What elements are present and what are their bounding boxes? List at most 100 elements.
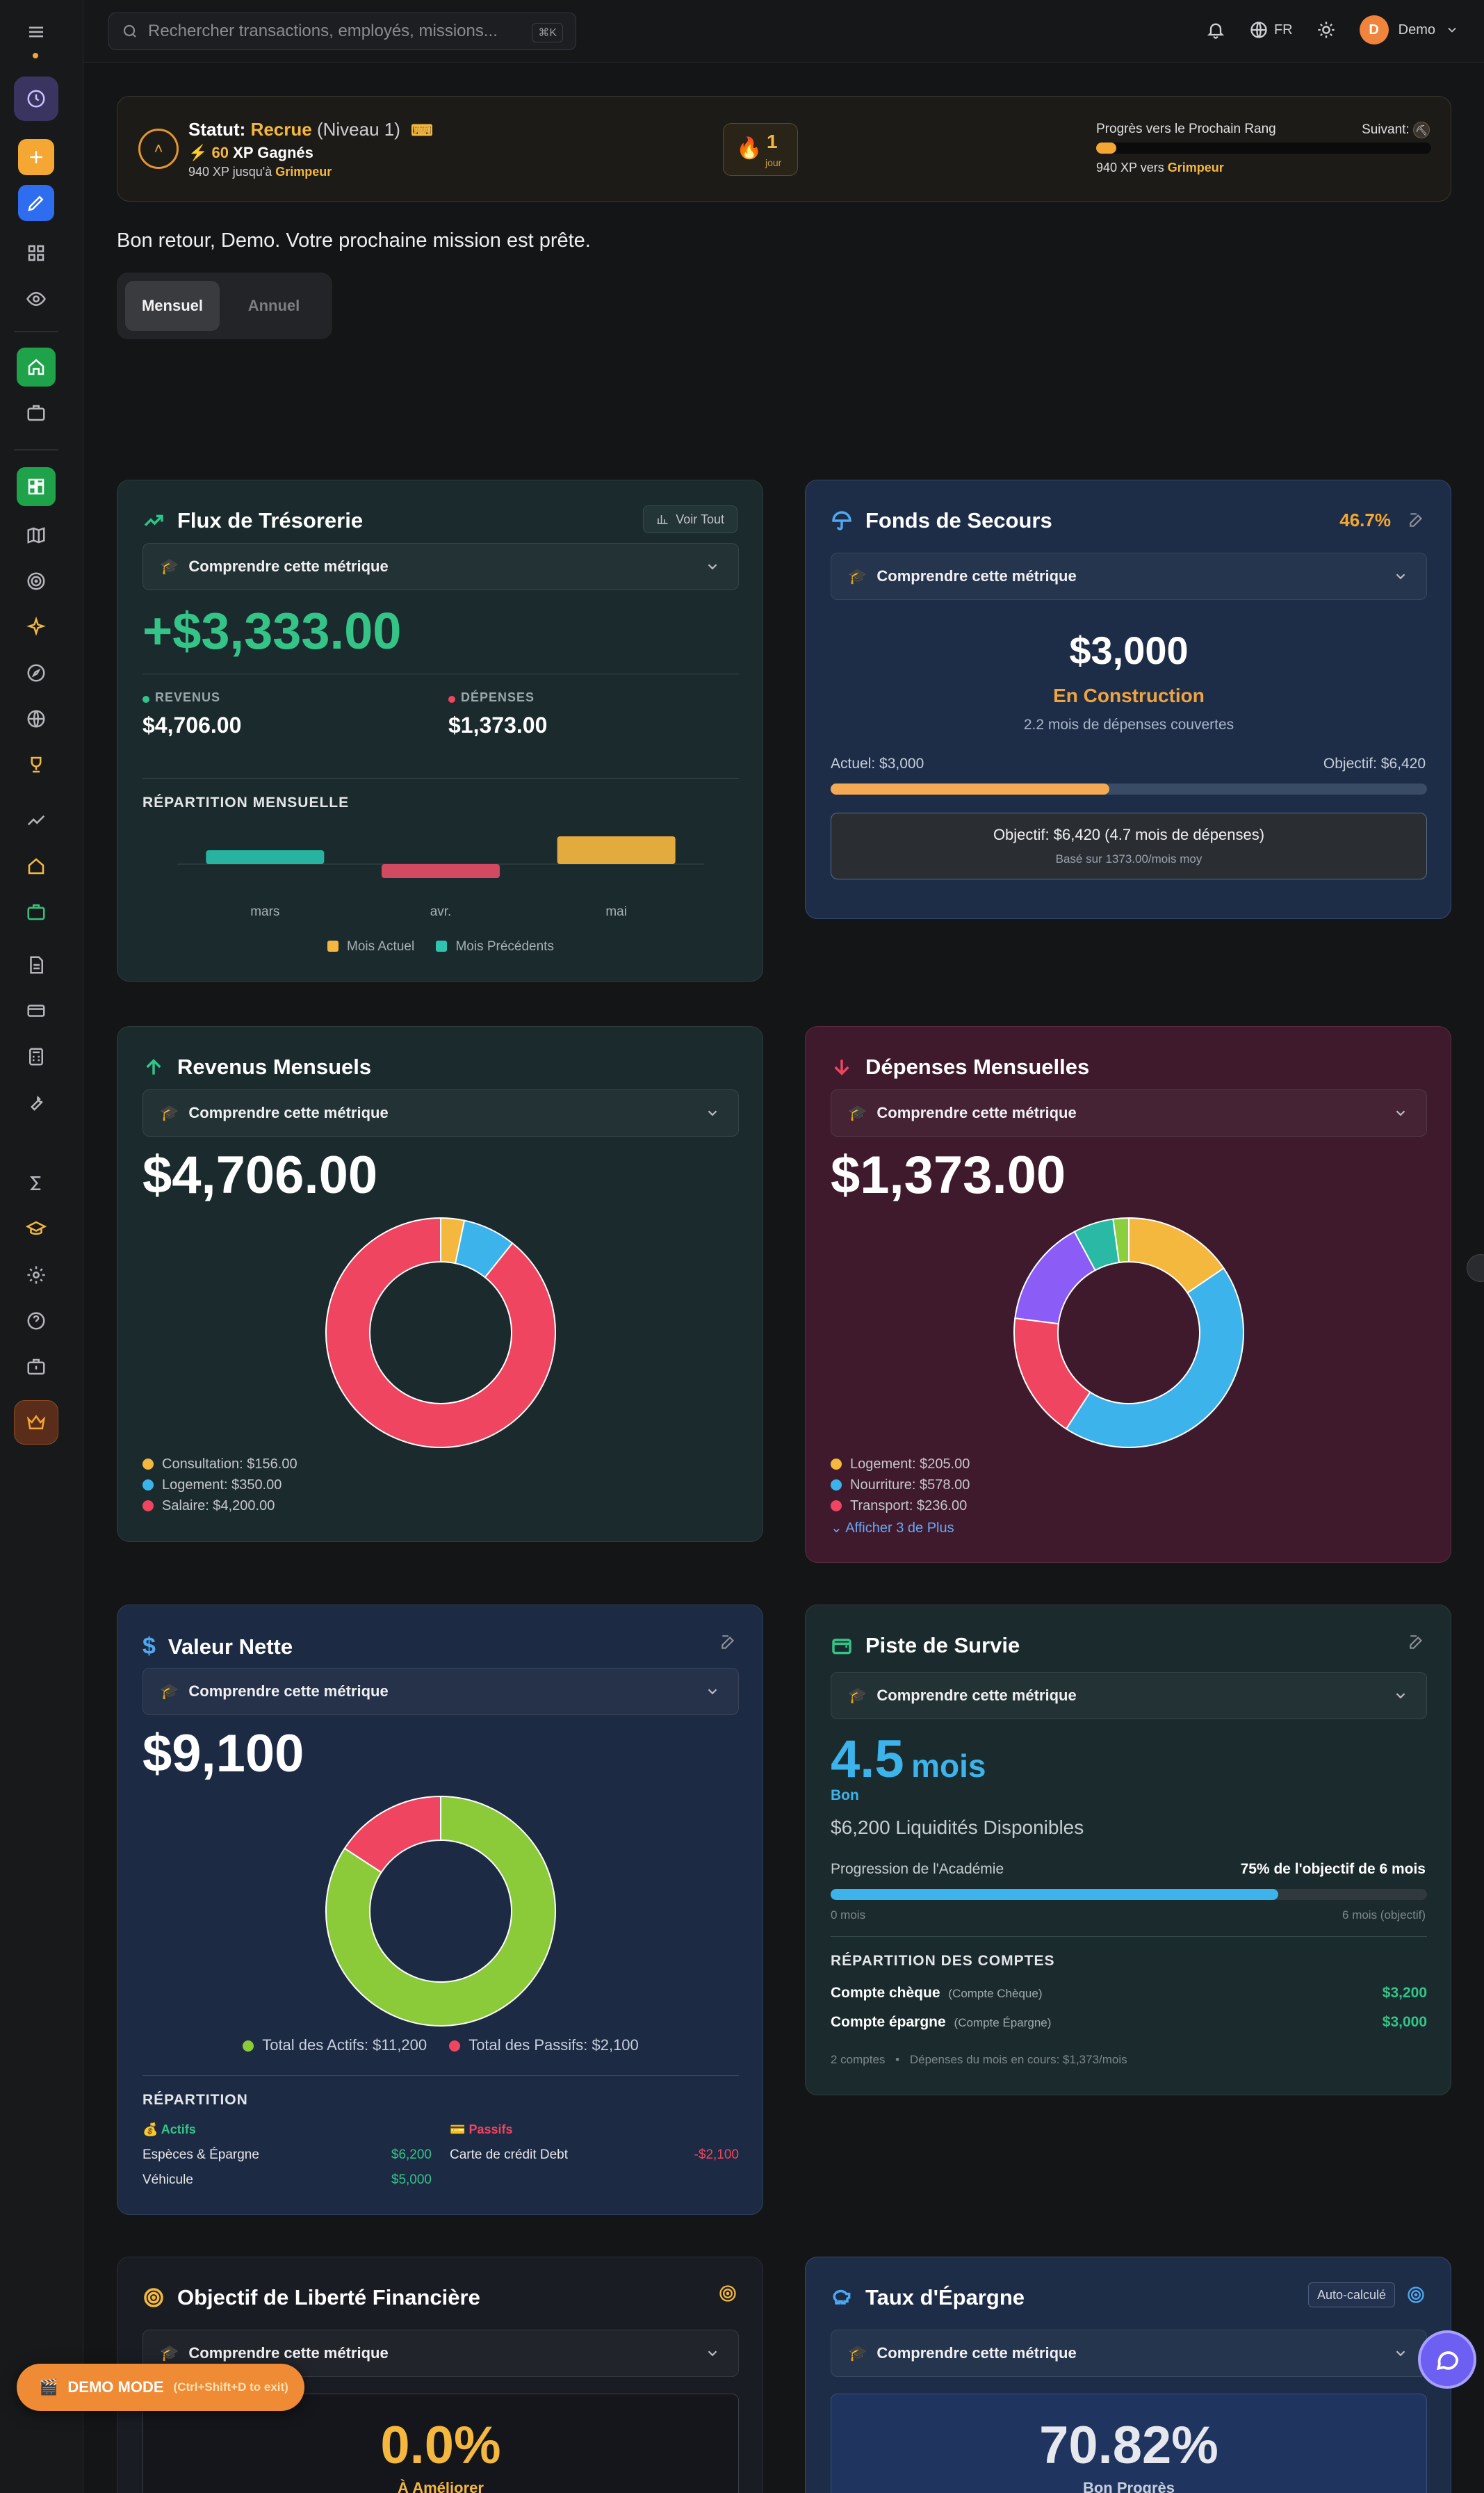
help-icon[interactable] — [14, 1299, 58, 1343]
target-icon[interactable] — [1406, 2285, 1426, 2305]
sun-icon[interactable] — [1316, 20, 1336, 40]
expenses-donut-chart — [1013, 1217, 1244, 1449]
chevron-down-icon — [1448, 27, 1456, 33]
expenses-title: Dépenses Mensuelles — [865, 1055, 1090, 1079]
briefcase-icon[interactable] — [14, 391, 58, 435]
account-row: Compte épargne (Compte Épargne) $3,000 — [831, 2014, 1427, 2030]
metric-explainer[interactable]: 🎓 Comprendre cette métrique — [142, 543, 739, 590]
metric-explainer-label: Comprendre cette métrique — [188, 1104, 389, 1121]
legend-current: Mois Actuel — [347, 939, 415, 954]
eye-icon[interactable] — [14, 277, 58, 321]
target-icon[interactable] — [718, 2284, 737, 2303]
edit-icon[interactable] — [1408, 511, 1426, 529]
chat-button[interactable] — [1418, 2330, 1476, 2389]
chat-icon — [1436, 2351, 1459, 2371]
bar-0[interactable] — [206, 850, 325, 864]
networth-slice-0[interactable] — [325, 1795, 556, 2027]
dashboard-icon[interactable] — [17, 467, 56, 506]
umbrella-icon — [832, 511, 851, 530]
edit-icon[interactable] — [1408, 1633, 1426, 1651]
calculator-icon[interactable] — [14, 1034, 58, 1079]
chevron-down-icon — [1396, 2350, 1405, 2357]
metric-explainer[interactable]: 🎓 Comprendre cette métrique — [142, 1089, 739, 1137]
menu-icon[interactable] — [14, 10, 58, 54]
runway-value: 4.5 — [831, 1730, 904, 1789]
user-name: Demo — [1398, 22, 1435, 38]
demo-mode-banner[interactable]: 🎬 DEMO MODE (Ctrl+Shift+D to exit) — [17, 2364, 304, 2411]
metric-explainer-label: Comprendre cette métrique — [188, 1682, 389, 1700]
monthly-breakdown-chart: mars avr. mai — [177, 836, 704, 919]
metric-explainer[interactable]: 🎓 Comprendre cette métrique — [831, 553, 1427, 600]
savings-box: 70.82% Bon Progrès — [831, 2394, 1427, 2493]
grid-icon[interactable] — [14, 231, 58, 275]
search-placeholder: Rechercher transactions, employés, missi… — [148, 22, 498, 40]
metric-explainer-label: Comprendre cette métrique — [876, 1687, 1077, 1704]
academy-target: 75% de l'objectif de 6 mois — [1240, 1861, 1426, 1877]
house-icon[interactable] — [14, 844, 58, 888]
toggle-monthly[interactable]: Mensuel — [125, 281, 220, 331]
bell-icon[interactable] — [1206, 20, 1225, 40]
status-rank: Recrue — [250, 119, 312, 140]
progress-title: Progrès vers le Prochain Rang — [1096, 122, 1276, 136]
divider — [142, 778, 739, 779]
target-icon[interactable] — [14, 559, 58, 603]
toggle-annual[interactable]: Annuel — [247, 297, 300, 314]
trend-icon[interactable] — [14, 798, 58, 843]
top-bar: Rechercher transactions, employés, missi… — [83, 0, 1484, 63]
bar-1[interactable] — [382, 864, 500, 878]
show-more-link[interactable]: ⌄ Afficher 3 de Plus — [831, 1520, 954, 1536]
user-menu[interactable]: D Demo — [1359, 15, 1459, 44]
pen-icon[interactable] — [18, 185, 54, 221]
clock-icon[interactable] — [14, 76, 58, 121]
metric-explainer[interactable]: 🎓 Comprendre cette métrique — [831, 1089, 1427, 1137]
side-panel-handle[interactable] — [1467, 1254, 1484, 1282]
document-icon[interactable] — [14, 943, 58, 987]
goal-basis: Basé sur 1373.00/mois moy — [1055, 852, 1202, 866]
add-icon[interactable] — [18, 139, 54, 175]
income-label: REVENUS — [142, 690, 220, 705]
graduation-icon: 🎓 — [848, 1104, 867, 1121]
emergency-progress-fill — [831, 783, 1109, 795]
sigma-icon[interactable] — [14, 1161, 58, 1205]
income-slice-2[interactable] — [325, 1217, 556, 1448]
demo-mode-label: DEMO MODE — [67, 2378, 164, 2396]
expenses-card: Dépenses Mensuelles 🎓 Comprendre cette m… — [805, 1026, 1451, 1563]
net-worth-title: Valeur Nette — [168, 1634, 293, 1659]
settings-icon[interactable] — [14, 1253, 58, 1297]
metric-explainer[interactable]: 🎓 Comprendre cette métrique — [831, 1672, 1427, 1719]
expenses-slice-1[interactable] — [1065, 1267, 1244, 1449]
runway-rating: Bon — [831, 1787, 859, 1803]
edit-icon[interactable] — [719, 1633, 737, 1651]
assets-title: 💰 Actifs — [142, 2122, 196, 2136]
scale-min: 0 mois — [831, 1908, 866, 1922]
map-icon[interactable] — [14, 513, 58, 558]
networth-slice-1[interactable] — [343, 1795, 441, 1874]
view-all-button[interactable]: Voir Tout — [643, 505, 737, 533]
portfolio-icon[interactable] — [14, 1345, 58, 1389]
divider — [831, 1936, 1427, 1937]
metric-explainer[interactable]: 🎓 Comprendre cette métrique — [142, 1668, 739, 1715]
sparkle-icon[interactable] — [14, 605, 58, 649]
metric-explainer-label: Comprendre cette métrique — [188, 2344, 389, 2362]
globe-icon[interactable] — [14, 697, 58, 741]
language-selector[interactable]: FR — [1249, 20, 1293, 40]
emergency-goal-box: Objectif: $6,420 (4.7 mois de dépenses) … — [831, 813, 1427, 879]
compass-icon[interactable] — [14, 651, 58, 695]
business-icon[interactable] — [14, 890, 58, 934]
trophy-icon[interactable] — [14, 742, 58, 787]
bar-2[interactable] — [557, 836, 676, 864]
wrench-icon[interactable] — [14, 1080, 58, 1125]
metric-explainer[interactable]: 🎓 Comprendre cette métrique — [831, 2330, 1427, 2377]
expenses-slice-5[interactable] — [1112, 1217, 1130, 1264]
graduation-icon[interactable] — [14, 1207, 58, 1251]
emergency-amount: $3,000 — [1069, 628, 1189, 672]
income-value: $4,706.00 — [142, 1146, 378, 1205]
crown-icon[interactable] — [14, 1400, 58, 1445]
streak-unit: jour — [765, 157, 782, 168]
runway-value-line: 4.5 mois — [831, 1729, 986, 1789]
home-icon[interactable] — [17, 348, 56, 387]
runway-footer: 2 comptes • Dépenses du mois en cours: $… — [831, 2053, 1127, 2066]
freedom-status: À Améliorer — [398, 2479, 484, 2493]
card-icon[interactable] — [14, 989, 58, 1033]
search-input[interactable]: Rechercher transactions, employés, missi… — [108, 13, 576, 50]
